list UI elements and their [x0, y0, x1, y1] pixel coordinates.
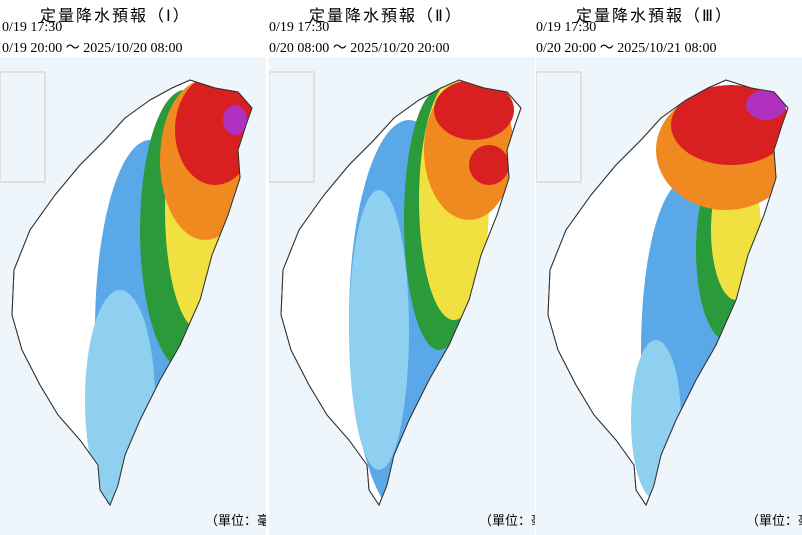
map [0, 57, 266, 535]
unit: （單位：毫 [479, 513, 535, 528]
panel: 定量降水預報（Ⅲ） 0/19 17:30 0/20 20:00 ～ 2025/1… [536, 0, 802, 535]
period: 0/20 20:00 ～ 2025/10/21 08:00 [536, 41, 717, 56]
map [269, 57, 535, 535]
panel: 定量降水預報（Ⅱ） 0/19 17:30 0/20 08:00 ～ 2025/1… [269, 0, 535, 535]
period: 0/19 20:00 ～ 2025/10/20 08:00 [2, 41, 183, 56]
issued-time: 0/19 17:30 [269, 20, 330, 35]
inset-frame [536, 71, 582, 183]
title: 定量降水預報（Ⅰ） [40, 8, 191, 25]
map [536, 57, 802, 535]
period: 0/20 08:00 ～ 2025/10/20 20:00 [269, 41, 450, 56]
panel: 定量降水預報（Ⅰ） 0/19 17:30 0/19 20:00 ～ 2025/1… [0, 0, 266, 535]
title: 定量降水預報（Ⅱ） [309, 8, 463, 25]
issued-time: 0/19 17:30 [2, 20, 63, 35]
unit: （單位：毫 [205, 513, 266, 528]
inset-frame [0, 71, 46, 183]
issued-time: 0/19 17:30 [536, 20, 597, 35]
inset-frame [269, 71, 315, 183]
unit: （單位：毫 [746, 513, 802, 528]
title: 定量降水預報（Ⅲ） [576, 8, 734, 25]
